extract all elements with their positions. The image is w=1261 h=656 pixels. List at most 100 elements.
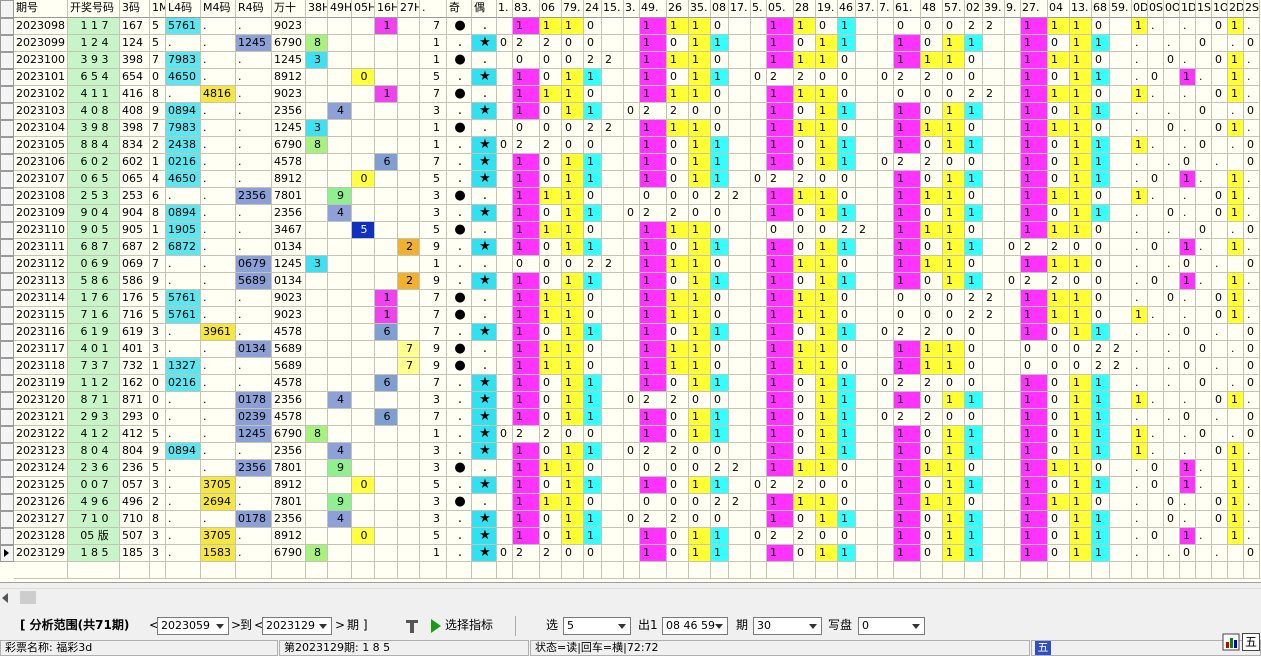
chevron[interactable]: < bbox=[254, 615, 264, 635]
empty-cell bbox=[306, 443, 328, 460]
row-indicator[interactable] bbox=[0, 35, 14, 52]
chevron[interactable]: > bbox=[231, 615, 241, 635]
row-indicator[interactable] bbox=[0, 392, 14, 409]
row-indicator[interactable] bbox=[0, 443, 14, 460]
cell-count: 1 bbox=[420, 256, 447, 273]
row-indicator[interactable] bbox=[0, 307, 14, 324]
to-select[interactable]: 2023129 bbox=[262, 617, 332, 635]
scroll-left[interactable] bbox=[2, 593, 8, 603]
empty-cell bbox=[328, 137, 352, 154]
pattern-cell bbox=[1212, 426, 1228, 443]
pattern-cell bbox=[856, 307, 878, 324]
pattern-cell: 0 bbox=[878, 409, 894, 426]
pattern-cell bbox=[856, 426, 878, 443]
pattern-cell bbox=[1148, 545, 1164, 562]
pattern-cell bbox=[1110, 511, 1132, 528]
pattern-cell: 1 bbox=[943, 443, 965, 460]
cell-m4: . bbox=[201, 358, 236, 375]
pattern-cell: 1 bbox=[943, 358, 965, 375]
pattern-cell: . bbox=[1132, 69, 1148, 86]
pattern-cell: 0 bbox=[751, 69, 767, 86]
pattern-cell bbox=[1228, 324, 1244, 341]
pattern-cell: 1 bbox=[1021, 205, 1048, 222]
row-indicator[interactable] bbox=[0, 290, 14, 307]
pattern-cell: 1 bbox=[689, 154, 711, 171]
row-indicator[interactable] bbox=[0, 528, 14, 545]
horizontal-scrollbar[interactable] bbox=[0, 588, 1261, 607]
pattern-cell bbox=[983, 239, 1005, 256]
wrench-icon[interactable] bbox=[404, 617, 420, 635]
pattern-cell: 0 bbox=[921, 528, 943, 545]
cell-m4: . bbox=[201, 392, 236, 409]
pattern-cell bbox=[878, 137, 894, 154]
cell-l4: 0216 bbox=[166, 375, 201, 392]
out-input[interactable]: 08 46 59 bbox=[662, 617, 728, 635]
row-indicator[interactable] bbox=[0, 103, 14, 120]
row-indicator[interactable] bbox=[0, 188, 14, 205]
chevron[interactable]: > bbox=[335, 615, 345, 635]
row-indicator[interactable] bbox=[0, 341, 14, 358]
row-indicator[interactable] bbox=[0, 477, 14, 494]
cell-l4: 0894 bbox=[166, 103, 201, 120]
play-icon[interactable] bbox=[431, 619, 441, 633]
row-indicator[interactable] bbox=[0, 171, 14, 188]
pattern-cell: 1 bbox=[838, 154, 856, 171]
column-header: 61. bbox=[894, 0, 921, 18]
chevron[interactable]: < bbox=[149, 615, 159, 635]
pattern-cell bbox=[1005, 341, 1021, 358]
pattern-cell bbox=[1148, 205, 1164, 222]
cell-even: ★ bbox=[472, 392, 497, 409]
pattern-cell: 1 bbox=[1048, 52, 1070, 69]
row-indicator[interactable] bbox=[0, 154, 14, 171]
row-indicator[interactable] bbox=[0, 494, 14, 511]
row-indicator[interactable] bbox=[0, 205, 14, 222]
row-indicator[interactable] bbox=[0, 273, 14, 290]
write-select[interactable]: 0 bbox=[858, 617, 925, 635]
row-indicator[interactable] bbox=[0, 460, 14, 477]
row-indicator[interactable] bbox=[0, 18, 14, 35]
pattern-cell: 1 bbox=[562, 103, 584, 120]
row-indicator[interactable] bbox=[0, 511, 14, 528]
pattern-cell bbox=[1005, 18, 1021, 35]
empty-cell bbox=[328, 256, 352, 273]
pick-select[interactable]: 5 bbox=[563, 617, 631, 635]
pattern-cell: 0 bbox=[1148, 171, 1164, 188]
row-indicator[interactable] bbox=[0, 239, 14, 256]
pattern-cell bbox=[729, 324, 751, 341]
row-indicator[interactable] bbox=[0, 426, 14, 443]
pattern-cell: 0 bbox=[921, 477, 943, 494]
row-indicator[interactable] bbox=[0, 222, 14, 239]
empty-cell bbox=[1070, 562, 1092, 579]
chart-icon[interactable] bbox=[1222, 633, 1240, 651]
pattern-cell: 1 bbox=[1048, 290, 1070, 307]
empty-cell bbox=[306, 511, 328, 528]
row-indicator[interactable] bbox=[0, 324, 14, 341]
row-indicator[interactable] bbox=[0, 358, 14, 375]
periods-select[interactable]: 30 bbox=[753, 617, 822, 635]
row-indicator[interactable] bbox=[0, 256, 14, 273]
pattern-cell: 2 bbox=[856, 222, 878, 239]
pattern-cell: 1 bbox=[1092, 154, 1110, 171]
from-select[interactable]: 2023059 bbox=[157, 617, 229, 635]
pattern-cell: 0 bbox=[878, 375, 894, 392]
select-metric[interactable]: 选择指标 bbox=[445, 615, 493, 635]
pattern-cell bbox=[983, 120, 1005, 137]
row-indicator[interactable] bbox=[0, 375, 14, 392]
status-icon[interactable]: 五 bbox=[1242, 633, 1260, 651]
row-indicator[interactable] bbox=[0, 69, 14, 86]
pattern-cell: 1 bbox=[1070, 494, 1092, 511]
row-indicator[interactable] bbox=[0, 86, 14, 103]
pattern-cell: 2 bbox=[667, 443, 689, 460]
row-indicator[interactable] bbox=[0, 120, 14, 137]
pattern-cell: 1 bbox=[1021, 222, 1048, 239]
pattern-cell: 0 bbox=[689, 511, 711, 528]
pattern-cell: 1 bbox=[767, 409, 794, 426]
scroll-thumb[interactable] bbox=[20, 591, 36, 604]
row-indicator[interactable] bbox=[0, 409, 14, 426]
pattern-cell: 2 bbox=[640, 443, 667, 460]
row-indicator[interactable] bbox=[0, 137, 14, 154]
pattern-cell bbox=[497, 443, 513, 460]
status-icon[interactable]: 五 bbox=[1035, 641, 1051, 655]
row-indicator[interactable] bbox=[0, 52, 14, 69]
pattern-cell: 2 bbox=[767, 171, 794, 188]
